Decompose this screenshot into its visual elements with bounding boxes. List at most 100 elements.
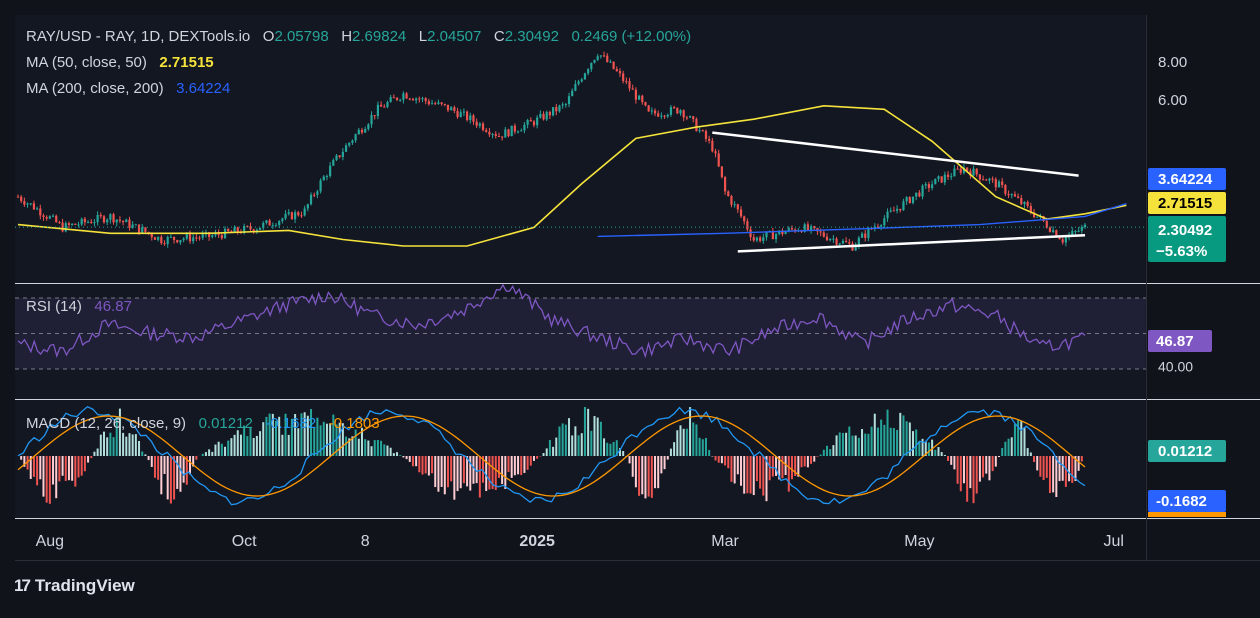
- macd-hist-bar: [527, 456, 529, 470]
- macd-hist-bar: [125, 437, 127, 456]
- candle-body: [383, 107, 385, 108]
- candle-body: [609, 62, 611, 63]
- candle-body: [711, 141, 713, 152]
- macd-hist-bar: [208, 449, 210, 456]
- candle-body: [832, 239, 834, 240]
- macd-hist-bar: [565, 425, 567, 456]
- macd-hist-bar: [288, 435, 290, 456]
- macd-hist-bar: [313, 428, 315, 456]
- candle-body: [281, 219, 283, 221]
- macd-hist-bar: [1049, 456, 1051, 493]
- macd-hist-bar: [246, 436, 248, 456]
- candle-body: [284, 214, 286, 219]
- badge-last-change: −5.63%: [1156, 243, 1207, 260]
- macd-hist-bar: [138, 441, 140, 456]
- macd-hist-bar: [715, 456, 717, 460]
- macd-hist-bar: [508, 456, 510, 472]
- candle-body: [396, 98, 398, 100]
- candle-body: [632, 88, 634, 89]
- candle-body: [97, 215, 99, 222]
- date-tick-label: Aug: [36, 533, 64, 550]
- candle-body: [893, 210, 895, 211]
- macd-hist-bar: [256, 436, 258, 456]
- candle-body: [730, 196, 732, 205]
- macd-hist-bar: [39, 456, 41, 479]
- macd-hist-bar: [976, 456, 978, 494]
- candle-body: [211, 235, 213, 237]
- tradingview-logo-icon: 17: [14, 576, 29, 596]
- macd-hist-bar: [906, 421, 908, 456]
- candle-body: [307, 204, 309, 208]
- macd-hist-bar: [810, 456, 812, 464]
- macd-hist-bar: [702, 439, 704, 456]
- candle-body: [765, 232, 767, 237]
- ma200-value: 3.64224: [176, 80, 230, 97]
- macd-hist-bar: [743, 456, 745, 494]
- macd-hist-bar: [944, 455, 946, 456]
- candle-body: [466, 112, 468, 120]
- candle-body: [377, 105, 379, 116]
- macd-hist-bar: [861, 429, 863, 456]
- rsi-label: RSI (14): [26, 298, 82, 315]
- legend-macd: MACD (12, 26, close, 9) 0.01212 -0.1682 …: [26, 415, 380, 432]
- macd-hist-bar: [81, 456, 83, 476]
- macd-hist-bar: [428, 456, 430, 475]
- macd-hist-bar: [969, 456, 971, 488]
- candle-body: [488, 132, 490, 135]
- candle-body: [1004, 185, 1006, 194]
- candle-body: [431, 103, 433, 104]
- candle-body: [676, 108, 678, 113]
- candle-body: [380, 105, 382, 107]
- macd-hist-bar: [600, 422, 602, 456]
- candle-body: [517, 131, 519, 132]
- candle-body: [163, 243, 165, 244]
- badge-rsi: 46.87: [1156, 333, 1194, 350]
- macd-hist-bar: [409, 456, 411, 462]
- candle-body: [606, 56, 608, 62]
- candle-body: [918, 193, 920, 197]
- candle-body: [542, 114, 544, 120]
- candle-body: [648, 106, 650, 112]
- macd-hist-bar: [947, 456, 949, 461]
- macd-hist-bar: [450, 456, 452, 481]
- macd-hist-bar: [154, 456, 156, 478]
- candle-body: [848, 242, 850, 243]
- macd-hist-bar: [801, 456, 803, 467]
- macd-hist-bar: [839, 432, 841, 456]
- candle-body: [479, 124, 481, 126]
- macd-hist-bar: [1011, 437, 1013, 456]
- macd-hist-bar: [823, 450, 825, 456]
- macd-hist-bar: [664, 456, 666, 469]
- macd-hist-bar: [68, 456, 70, 480]
- macd-hist-bar: [574, 426, 576, 456]
- candle-body: [695, 119, 697, 131]
- badge-ma50: 2.71515: [1158, 195, 1212, 212]
- macd-hist-bar: [721, 456, 723, 463]
- macd-hist-bar: [367, 441, 369, 456]
- candle-body: [1027, 202, 1029, 206]
- tradingview-logo[interactable]: 17 TradingView: [14, 576, 135, 596]
- macd-hist-bar: [230, 438, 232, 456]
- macd-hist-bar: [912, 431, 914, 456]
- badge-macd-line: -0.1682: [1156, 493, 1207, 510]
- candle-body: [654, 111, 656, 114]
- macd-hist-bar: [966, 456, 968, 502]
- macd-hist-bar: [218, 442, 220, 456]
- macd-hist-bar: [613, 442, 615, 456]
- candle-body: [507, 129, 509, 136]
- candle-body: [186, 234, 188, 238]
- macd-hist-bar: [816, 456, 818, 457]
- candle-body: [689, 116, 691, 117]
- candle-body: [842, 241, 844, 244]
- macd-hist-bar: [386, 446, 388, 456]
- macd-hist-bar: [992, 456, 994, 471]
- candle-body: [749, 229, 751, 237]
- macd-hist-bar: [460, 456, 462, 488]
- candle-body: [100, 215, 102, 216]
- candle-body: [622, 73, 624, 81]
- candle-body: [527, 120, 529, 125]
- candle-body: [1046, 221, 1048, 228]
- macd-hist-bar: [463, 456, 465, 483]
- macd-hist-bar: [734, 456, 736, 483]
